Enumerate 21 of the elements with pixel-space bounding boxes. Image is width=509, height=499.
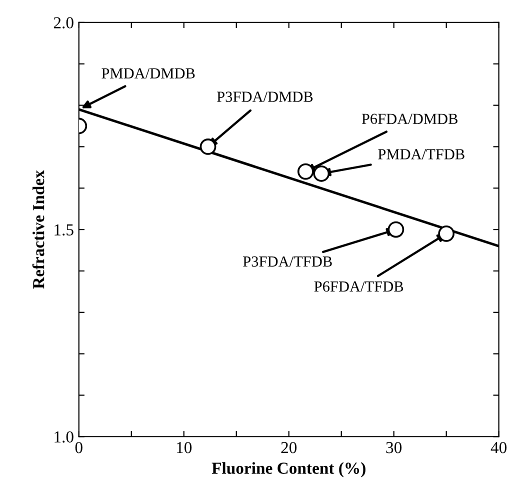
x-axis-title: Fluorine Content (%) <box>212 462 366 478</box>
y-tick-label: 2.0 <box>54 17 74 28</box>
x-tick-label: 20 <box>281 442 297 454</box>
annotation: PMDA/TFDB <box>378 149 464 160</box>
y-tick-label: 1.0 <box>54 431 74 443</box>
point <box>388 221 404 238</box>
y-axis-title: Refractive Index <box>32 170 44 289</box>
y-tick-label: 1.5 <box>54 224 74 236</box>
point <box>438 225 455 242</box>
x-tick-label: 10 <box>177 442 192 454</box>
annotation: P3FDA/DMDB <box>217 92 313 102</box>
annotation: PMDA/DMDB <box>102 68 195 79</box>
point <box>313 165 330 182</box>
annotation: P3FDA/TFDB <box>243 256 332 267</box>
point <box>200 138 216 155</box>
x-tick-label: 0 <box>75 442 82 454</box>
annotation: P6FDA/TFDB <box>314 281 404 292</box>
x-tick-label: 40 <box>490 442 507 454</box>
point <box>297 163 314 180</box>
x-tick-label: 30 <box>386 442 402 454</box>
annotation: P6FDA/DMDB <box>362 114 458 124</box>
